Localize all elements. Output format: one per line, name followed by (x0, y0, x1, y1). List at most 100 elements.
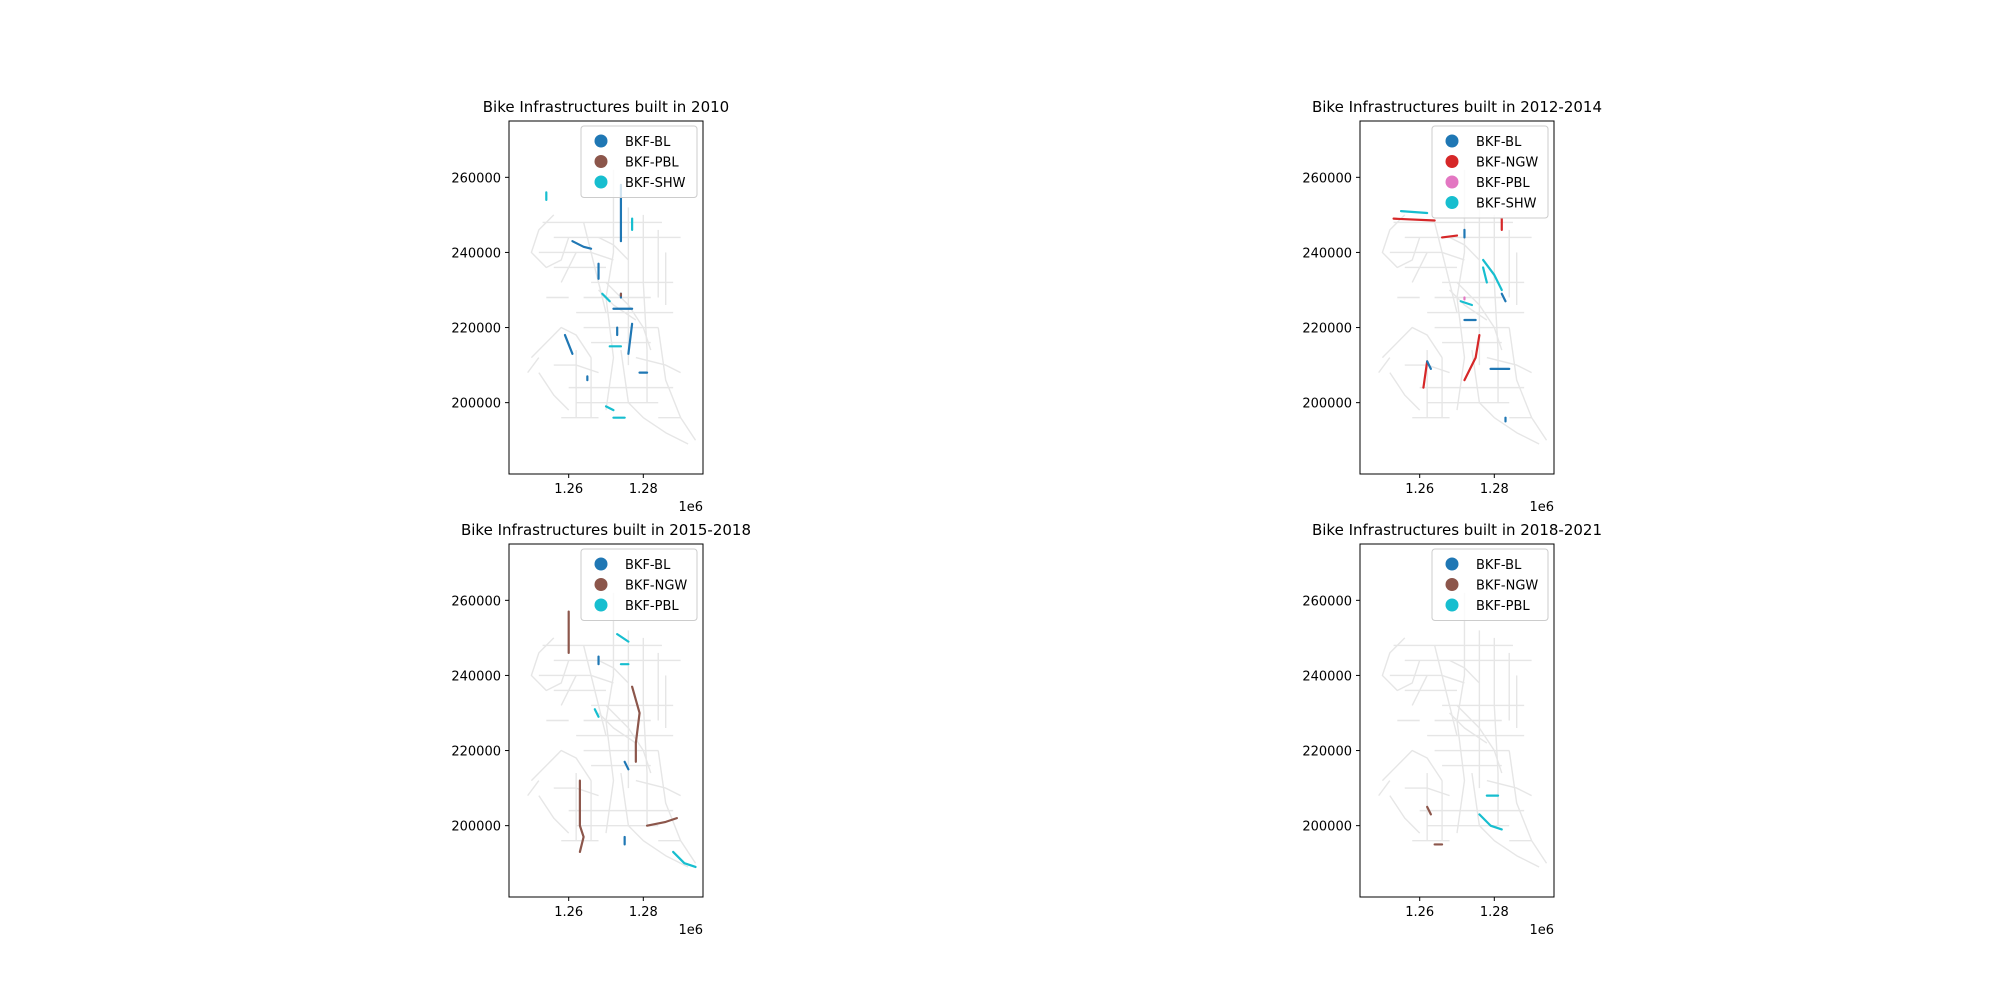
segment-bkf-bl (563, 333, 574, 355)
street-segment (1449, 659, 1480, 684)
legend-label: BKF-NGW (625, 579, 687, 594)
street-network (527, 169, 697, 445)
x-tick-label: 1.26 (1405, 905, 1434, 920)
segment-bkf-ngw (645, 817, 678, 827)
axes-frame (508, 120, 704, 475)
street-segment (1486, 779, 1532, 797)
street-segment (605, 169, 615, 411)
y-tick-label: 240000 (1302, 246, 1352, 261)
street-segment (1508, 327, 1548, 441)
y-tick-label: 220000 (451, 322, 501, 337)
subplot-title: Bike Infrastructures built in 2012-2014 (1312, 98, 1602, 116)
legend-marker (1445, 196, 1459, 209)
legend: BKF-BL BKF-NGW BKF-PBL BKF-SHW (1431, 125, 1549, 219)
x-tick-label: 1.28 (629, 482, 658, 497)
legend-label: BKF-SHW (625, 176, 686, 191)
street-segment (1449, 289, 1488, 321)
street-segment (527, 780, 540, 797)
street-segment (530, 749, 592, 782)
segment-bkf-pbl (672, 850, 697, 869)
street-network (527, 592, 697, 868)
subplot-3: Bike Infrastructures built in 2015-2018 2… (451, 521, 751, 938)
street-segment (1381, 214, 1421, 269)
segment-bkf-bl (1500, 292, 1507, 303)
street-segment (1411, 675, 1428, 706)
legend-label: BKF-NGW (1476, 156, 1538, 171)
street-segment (598, 659, 629, 684)
legend-marker (594, 598, 608, 612)
x-tick-label: 1.28 (1480, 482, 1509, 497)
segment-bkf-bl (627, 322, 634, 355)
legend-marker (594, 155, 608, 168)
y-tick-label: 240000 (1302, 669, 1352, 684)
x-offset-label: 1e6 (678, 923, 703, 938)
y-tick-label: 200000 (1302, 397, 1352, 412)
x-tick-label: 1.28 (629, 905, 658, 920)
axes-frame (1359, 543, 1555, 898)
segment-bkf-shw (1482, 258, 1503, 292)
y-tick-label: 220000 (451, 745, 501, 760)
legend: BKF-BL BKF-NGW BKF-PBL (1431, 548, 1549, 621)
street-segment (1456, 592, 1466, 834)
legend: BKF-BL BKF-NGW BKF-PBL (580, 548, 698, 621)
legend-frame (580, 125, 698, 198)
street-segment (1381, 326, 1443, 359)
segment-bkf-pbl (616, 633, 630, 643)
legend-marker (1445, 155, 1459, 168)
street-segment (1449, 712, 1488, 744)
legend-label: BKF-SHW (1476, 197, 1537, 212)
segment-bkf-ngw (1392, 217, 1436, 222)
legend-marker (594, 578, 608, 591)
street-segment (1471, 349, 1540, 445)
segment-bkf-bl (1426, 360, 1432, 370)
segment-bkf-bl (623, 760, 630, 771)
street-segment (530, 637, 570, 692)
subplot-title: Bike Infrastructures built in 2018-2021 (1312, 521, 1602, 539)
street-segment (1378, 780, 1391, 797)
legend-label: BKF-PBL (625, 156, 679, 171)
legend-label: BKF-PBL (1476, 176, 1530, 191)
street-network (1378, 592, 1548, 868)
y-tick-label: 240000 (451, 669, 501, 684)
y-tick-label: 260000 (451, 594, 501, 609)
x-offset-label: 1e6 (1529, 500, 1554, 515)
x-offset-label: 1e6 (678, 500, 703, 515)
street-segment (642, 637, 648, 826)
street-segment (1493, 214, 1499, 403)
street-segment (1378, 357, 1391, 374)
legend-marker (594, 175, 608, 189)
street-segment (1508, 750, 1548, 864)
street-segment (1381, 637, 1421, 692)
street-segment (1389, 372, 1421, 411)
street-segment (620, 772, 689, 868)
x-tick-label: 1.28 (1480, 905, 1509, 920)
y-tick-label: 220000 (1302, 322, 1352, 337)
street-segment (560, 675, 577, 706)
y-tick-label: 240000 (451, 246, 501, 261)
street-segment (538, 372, 570, 411)
x-tick-label: 1.26 (554, 482, 583, 497)
legend-marker (1445, 134, 1459, 148)
street-segment (605, 592, 615, 834)
subplot-2: Bike Infrastructures built in 2012-2014 2… (1302, 98, 1602, 515)
street-segment (527, 357, 540, 374)
legend: BKF-BL BKF-PBL BKF-SHW (580, 125, 698, 198)
street-segment (657, 750, 697, 864)
segment-bkf-ngw (1426, 805, 1432, 816)
legend-label: BKF-NGW (1476, 579, 1538, 594)
x-offset-label: 1e6 (1529, 923, 1554, 938)
segment-bkf-ngw (1463, 333, 1481, 382)
street-segment (605, 281, 652, 351)
segment-bkf-shw (1482, 266, 1488, 284)
legend-marker (1445, 598, 1459, 612)
legend-label: BKF-PBL (1476, 599, 1530, 614)
y-tick-label: 200000 (451, 820, 501, 835)
segment-bkf-shw (1459, 300, 1474, 307)
segment-bkf-ngw (631, 685, 641, 763)
street-segment (635, 356, 681, 374)
street-segment (1411, 252, 1428, 283)
legend-frame (1431, 125, 1549, 219)
segment-bkf-shw (1399, 210, 1429, 215)
legend-frame (1431, 548, 1549, 621)
